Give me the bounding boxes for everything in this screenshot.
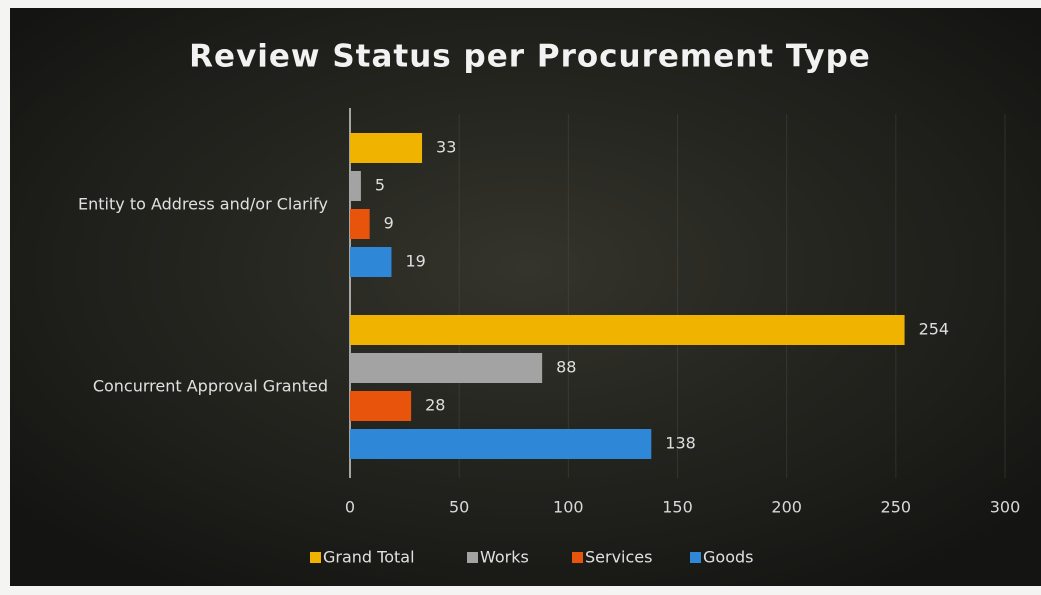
legend-swatch xyxy=(310,552,321,563)
y-tick-label: Entity to Address and/or Clarify xyxy=(78,195,328,214)
legend-label: Works xyxy=(480,548,529,567)
legend-label: Services xyxy=(585,548,652,567)
data-label: 19 xyxy=(405,252,425,271)
legend-swatch xyxy=(690,552,701,563)
data-label: 88 xyxy=(556,358,576,377)
x-tick-label: 300 xyxy=(990,498,1021,517)
bar xyxy=(350,247,392,277)
legend-swatch xyxy=(467,552,478,563)
data-label: 28 xyxy=(425,396,445,415)
bar xyxy=(350,315,905,345)
x-tick-label: 150 xyxy=(662,498,693,517)
chart-background xyxy=(10,8,1041,586)
legend-label: Grand Total xyxy=(323,548,415,567)
data-label: 254 xyxy=(919,320,950,339)
bar xyxy=(350,429,652,459)
y-tick-label: Concurrent Approval Granted xyxy=(93,377,328,396)
x-tick-label: 100 xyxy=(553,498,584,517)
legend-label: Goods xyxy=(703,548,753,567)
data-label: 9 xyxy=(384,214,394,233)
bar xyxy=(350,391,412,421)
bar xyxy=(350,171,361,201)
legend-swatch xyxy=(572,552,583,563)
bar xyxy=(350,133,423,163)
data-label: 5 xyxy=(375,176,385,195)
x-tick-label: 250 xyxy=(881,498,912,517)
bar xyxy=(350,353,543,383)
data-label: 138 xyxy=(665,434,696,453)
data-label: 33 xyxy=(436,138,456,157)
x-tick-label: 50 xyxy=(449,498,469,517)
chart-title: Review Status per Procurement Type xyxy=(189,39,871,75)
x-tick-label: 200 xyxy=(771,498,802,517)
x-tick-label: 0 xyxy=(345,498,355,517)
bar xyxy=(350,209,370,239)
